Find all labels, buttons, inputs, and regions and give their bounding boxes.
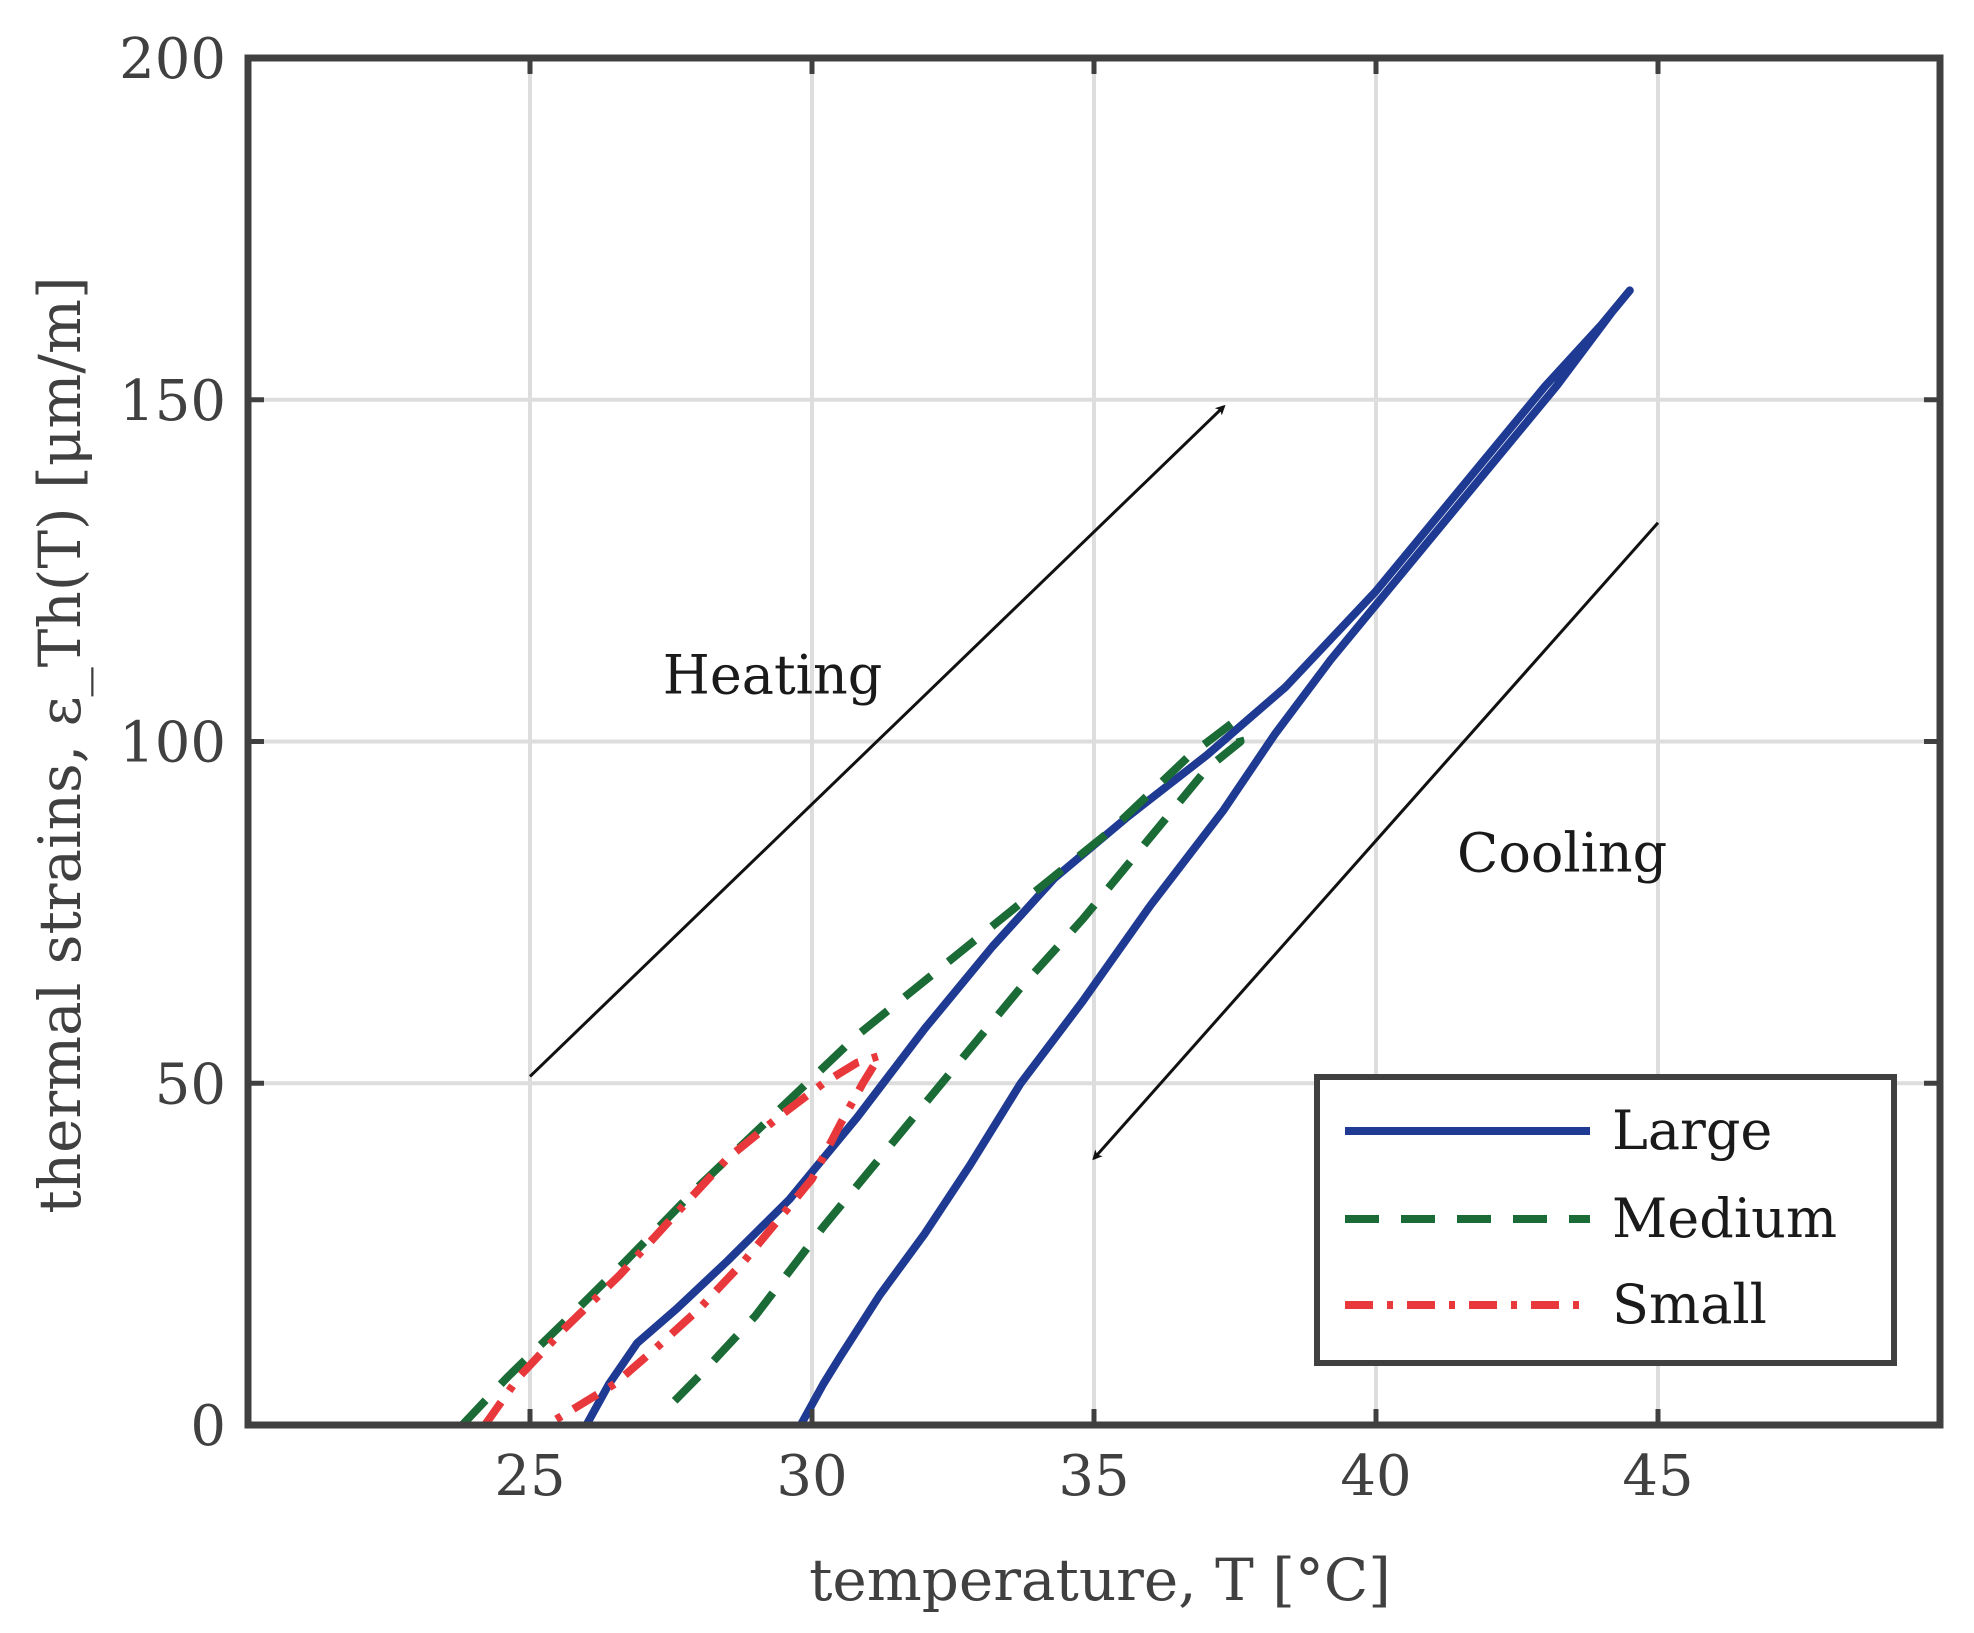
tick-labels: 25 30 35 40 45 0 50 100 150 200 [119,27,1694,1509]
x-tick-label: 30 [776,1444,847,1509]
x-tick-label: 25 [494,1444,565,1509]
cooling-arrow [1092,521,1660,1161]
y-tick-label: 0 [190,1394,226,1459]
legend: Large Medium Small [1314,1074,1897,1366]
y-tick-label: 150 [119,369,226,434]
heating-arrow [528,404,1226,1078]
x-tick-label: 40 [1340,1444,1411,1509]
x-tick-label: 35 [1058,1444,1129,1509]
legend-label-small: Small [1612,1273,1767,1336]
legend-label-medium: Medium [1612,1187,1837,1250]
series-line-large [582,286,1634,1427]
series-layer [459,286,1634,1429]
series-line-medium [459,717,1245,1428]
legend-label-large: Large [1612,1099,1772,1162]
x-axis-label: temperature, T [°C] [809,1546,1391,1614]
heating-annotation: Heating [663,644,883,707]
y-tick-label: 50 [155,1052,226,1117]
cooling-annotation: Cooling [1457,821,1667,884]
arrow-layer [528,404,1660,1161]
y-tick-label: 200 [119,27,226,92]
x-tick-label: 45 [1622,1444,1693,1509]
y-axis-label: thermal strains, ε_Th(T) [μm/m] [26,276,94,1213]
axis-ticks [248,55,1940,1428]
series-line-small [481,1051,884,1429]
y-tick-label: 100 [119,711,226,776]
